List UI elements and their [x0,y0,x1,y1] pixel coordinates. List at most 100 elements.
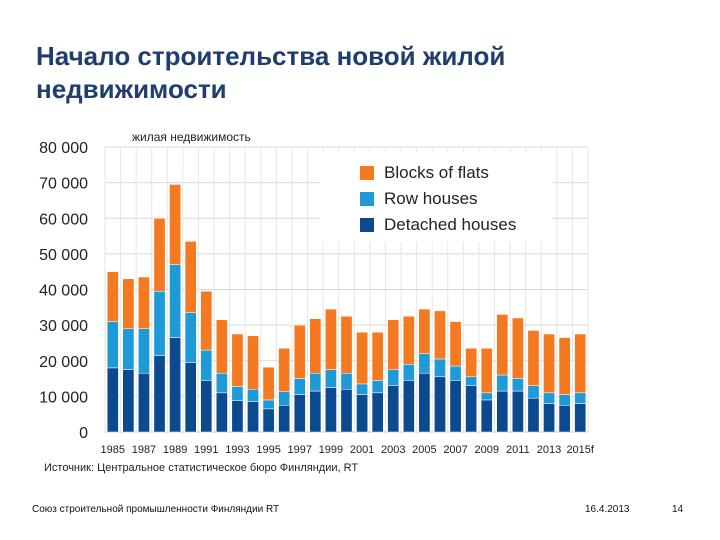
bar-row-1988 [153,291,166,356]
page-number: 14 [672,504,684,515]
legend-label-blocks: Blocks of flats [384,163,489,182]
bar-row-2007 [449,365,462,381]
x-tick-label: 2013 [537,444,561,456]
y-tick-label: 80 000 [39,140,88,157]
bar-detached-2002 [371,392,384,433]
bar-row-1989 [169,264,181,338]
bar-blocks-2003 [387,319,400,370]
bar-blocks-1996 [278,348,291,392]
x-axis-ticks: 1985 1987 1989 1991 1993 1995 1997 1999 2001 2003… [101,444,595,456]
legend-item-row: Row houses [360,188,478,210]
bar-row-2013 [543,392,555,404]
x-tick-label: 2003 [381,444,405,456]
bar-blocks-1994 [247,335,259,390]
bar-detached-1993 [231,400,244,433]
bar-blocks-1985 [106,271,119,322]
bar-row-1991 [200,349,213,381]
bar-row-2003 [387,369,400,386]
bar-blocks-2015f [574,333,587,394]
bar-blocks-1989 [169,184,181,265]
bar-group [106,184,587,433]
bar-detached-1987 [138,372,150,433]
y-axis-ticks: 0 10 000 20 000 30 000 40 000 50 000 60 000 70 … [39,140,88,442]
legend-swatch-detached [360,218,374,232]
bar-row-2012 [527,385,540,399]
bar-detached-1990 [184,362,197,433]
bar-row-2004 [402,364,415,381]
bar-blocks-1992 [216,319,228,374]
bar-row-2005 [418,353,431,374]
bar-blocks-2008 [465,348,478,378]
y-tick-label: 50 000 [39,247,88,264]
bar-detached-1996 [278,405,291,433]
x-tick-label: 2007 [443,444,467,456]
bar-row-2014 [558,394,571,406]
bar-blocks-1990 [184,241,197,313]
bar-row-1997 [293,378,306,395]
bar-row-2001 [356,383,368,395]
bar-detached-2008 [465,385,478,433]
bar-detached-2007 [449,380,462,433]
x-tick-label: 1987 [132,444,156,456]
bar-row-1986 [122,328,135,370]
bar-blocks-2011 [512,317,524,379]
chart-legend: Blocks of flats Row houses Detached hous… [320,152,552,242]
bar-row-1987 [138,328,150,374]
x-tick-label: 2011 [506,444,530,456]
legend-swatch-row [360,192,374,206]
bar-blocks-1995 [262,366,275,401]
bar-blocks-2002 [371,332,384,381]
x-tick-label: 2005 [412,444,436,456]
bar-detached-2000 [340,389,353,433]
legend-item-blocks: Blocks of flats [360,162,489,184]
bar-row-2006 [434,358,446,378]
bar-detached-2015f [574,403,587,433]
x-tick-label: 1991 [194,444,218,456]
bar-detached-1995 [262,408,275,433]
bar-detached-1985 [106,367,119,433]
bar-detached-2010 [496,390,509,433]
x-tick-label: 2009 [474,444,498,456]
bar-row-1992 [216,372,228,394]
bar-detached-1986 [122,369,135,433]
bar-blocks-1997 [293,324,306,379]
bar-detached-1998 [309,390,322,433]
legend-swatch-blocks [360,166,374,180]
y-tick-label: 40 000 [39,283,88,300]
bar-blocks-2012 [527,330,540,386]
bar-row-2008 [465,376,478,386]
bar-detached-2012 [527,397,540,433]
footer-date: 16.4.2013 [585,504,630,515]
bar-row-2002 [371,380,384,394]
bar-blocks-2014 [558,337,571,395]
x-tick-label: 1989 [163,444,187,456]
bar-blocks-2009 [480,348,493,394]
bar-blocks-2006 [434,310,446,360]
bar-detached-2004 [402,380,415,433]
bar-row-1998 [309,372,322,392]
bar-row-1999 [325,369,337,388]
bar-row-1990 [184,312,197,363]
bar-blocks-1993 [231,333,244,387]
bar-blocks-2010 [496,314,509,376]
bar-blocks-1987 [138,276,150,329]
bar-detached-1992 [216,392,228,433]
bar-blocks-1998 [309,318,322,374]
bar-detached-2005 [418,372,431,433]
y-tick-label: 0 [79,425,88,442]
x-tick-label: 1985 [101,444,125,456]
bar-blocks-1986 [122,278,135,329]
bar-row-1994 [247,389,259,402]
bar-blocks-2007 [449,321,462,367]
bar-row-1996 [278,391,291,406]
bar-detached-2011 [512,390,524,433]
bar-detached-1988 [153,355,166,433]
y-tick-label: 10 000 [39,389,88,406]
bar-blocks-2013 [543,333,555,394]
legend-label-detached: Detached houses [384,215,517,234]
bar-row-2015f [574,392,587,404]
bar-detached-2003 [387,385,400,433]
x-tick-label: 2015f [566,444,594,456]
bar-row-1995 [262,399,275,410]
x-tick-label: 1995 [256,444,280,456]
